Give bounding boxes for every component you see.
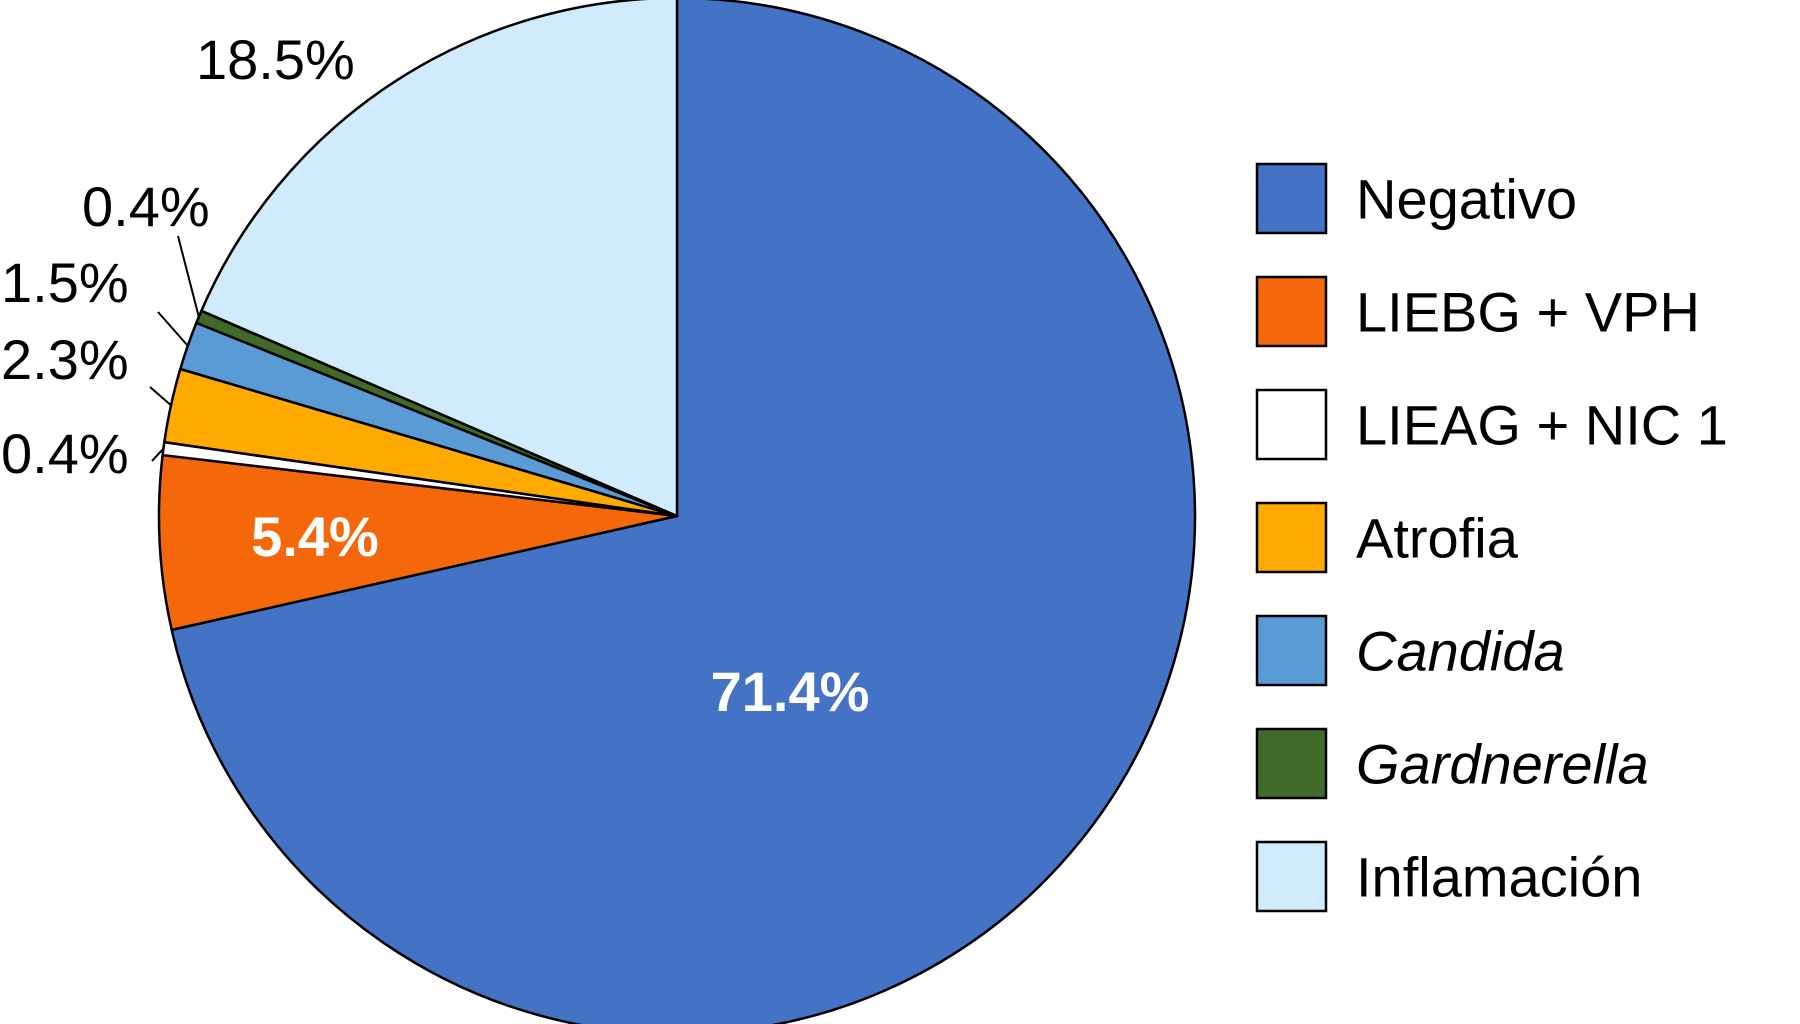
legend-label-negativo: Negativo [1356,168,1577,231]
legend-swatch-inflamacion [1255,840,1328,913]
pie-slice-inflamacion [200,0,679,518]
leader-lines [149,235,200,462]
slice-label-inflamacion: 18.5% [196,28,355,91]
leader-line-candida [157,311,189,347]
legend-label-candida: Candida [1356,620,1565,683]
legend-label-lieag-nic-1: LIEAG + NIC 1 [1356,394,1728,457]
pie-slice-liebg-vph [157,453,679,632]
legend-label-atrofia: Atrofia [1356,507,1519,570]
legend: Negativo LIEBG + VPH LIEAG + NIC 1 Atrofia C… [1255,162,1728,913]
pie-slice-negativo [170,0,1197,1024]
slice-label-negativo: 71.4% [711,660,870,723]
legend-label-inflamacion: Inflamación [1356,846,1642,909]
legend-swatch-lieag-nic-1 [1255,388,1328,461]
slice-label-gardnerella: 0.4% [82,175,210,238]
legend-swatch-candida [1255,614,1328,687]
pie-slices [157,0,1197,1024]
leader-line-gardnerella [177,235,200,318]
slice-labels: 71.4% 5.4% 0.4% 2.3% 1.5% 0.4% 18.5% [1,28,869,723]
slice-label-lieag-nic-1: 0.4% [1,422,129,485]
slice-label-atrofia: 2.3% [1,328,129,391]
slice-label-liebg-vph: 5.4% [251,505,379,568]
legend-swatch-atrofia [1255,501,1328,574]
legend-swatch-liebg-vph [1255,275,1328,348]
legend-swatch-negativo [1255,162,1328,235]
slice-label-candida: 1.5% [1,251,129,314]
legend-label-gardnerella: Gardnerella [1356,733,1649,796]
leader-line-lieag-nic-1 [151,447,165,462]
leader-line-atrofia [149,386,172,407]
legend-label-liebg-vph: LIEBG + VPH [1356,281,1700,344]
legend-swatch-gardnerella [1255,727,1328,800]
